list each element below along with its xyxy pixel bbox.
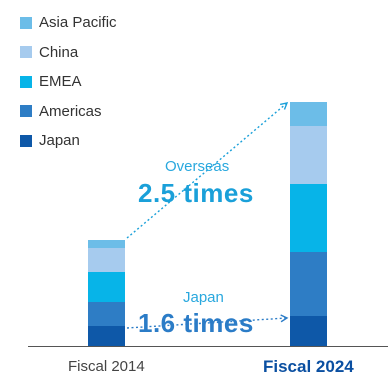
bar-segment-china-fiscal-2014 xyxy=(88,248,125,272)
bar-segment-americas-fiscal-2014 xyxy=(88,302,125,326)
bar-segment-asia-pacific-fiscal-2024 xyxy=(290,102,327,126)
japan-growth-value: 1.6 times xyxy=(138,308,254,338)
bar-segment-emea-fiscal-2024 xyxy=(290,184,327,252)
bar-segment-emea-fiscal-2014 xyxy=(88,272,125,302)
bar-segment-japan-fiscal-2024 xyxy=(290,316,327,346)
legend-item-emea: EMEA xyxy=(20,67,117,97)
bar-segment-asia-pacific-fiscal-2014 xyxy=(88,240,125,248)
legend-swatch-japan xyxy=(20,134,32,147)
legend-item-japan: Japan xyxy=(20,126,117,156)
legend-swatch-china xyxy=(20,46,32,59)
category-label-fiscal-2014: Fiscal 2014 xyxy=(68,358,145,375)
legend-label-china: China xyxy=(39,43,79,61)
overseas-growth-value: 2.5 times xyxy=(138,178,254,208)
bar-segment-china-fiscal-2024 xyxy=(290,126,327,184)
legend-item-americas: Americas xyxy=(20,97,117,127)
legend-swatch-asia-pacific xyxy=(20,16,32,29)
legend-label-asia-pacific: Asia Pacific xyxy=(39,14,117,32)
bar-segment-americas-fiscal-2024 xyxy=(290,252,327,316)
japan-annotation-label: Japan xyxy=(183,289,224,306)
chart-legend: Asia Pacific China EMEA Americas Japan xyxy=(20,8,117,156)
legend-item-asia-pacific: Asia Pacific xyxy=(20,8,117,38)
legend-swatch-emea xyxy=(20,75,32,88)
overseas-growth-arrow xyxy=(126,102,288,239)
legend-swatch-americas xyxy=(20,105,32,118)
japan-growth-arrow-head xyxy=(280,314,289,323)
legend-label-japan: Japan xyxy=(39,132,80,150)
legend-label-emea: EMEA xyxy=(39,73,82,91)
legend-label-americas: Americas xyxy=(39,102,102,120)
category-label-fiscal-2024: Fiscal 2024 xyxy=(263,357,354,376)
overseas-growth-arrow-head xyxy=(280,102,289,110)
overseas-annotation-label: Overseas xyxy=(165,158,230,175)
bar-segment-japan-fiscal-2014 xyxy=(88,326,125,346)
legend-item-china: China xyxy=(20,38,117,68)
